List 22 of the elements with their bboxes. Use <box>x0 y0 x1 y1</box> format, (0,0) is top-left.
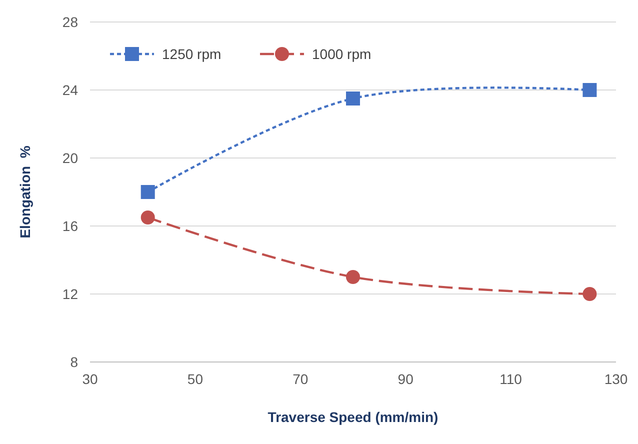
x-tick-label: 130 <box>604 371 628 387</box>
x-axis-title: Traverse Speed (mm/min) <box>268 409 438 425</box>
y-tick-label: 20 <box>62 150 78 166</box>
y-tick-label: 28 <box>62 14 78 30</box>
point <box>346 92 360 106</box>
y-tick-label: 8 <box>70 354 78 370</box>
y-tick-label: 24 <box>62 82 78 98</box>
x-tick-label: 70 <box>292 371 308 387</box>
x-tick-label: 50 <box>187 371 204 387</box>
legend-label: 1250 rpm <box>162 46 222 62</box>
y-axis-title: Elongation % <box>17 145 33 238</box>
point <box>582 83 597 97</box>
x-tick-label: 90 <box>398 371 414 387</box>
y-tick-label: 12 <box>62 286 78 302</box>
x-tick-label: 110 <box>500 371 522 387</box>
y-tick-label: 16 <box>62 218 78 234</box>
x-tick-label: 30 <box>82 371 98 387</box>
point <box>346 270 360 284</box>
point <box>140 185 155 199</box>
point <box>582 287 597 301</box>
legend-label: 1000 rpm <box>312 46 372 62</box>
point <box>140 210 155 224</box>
